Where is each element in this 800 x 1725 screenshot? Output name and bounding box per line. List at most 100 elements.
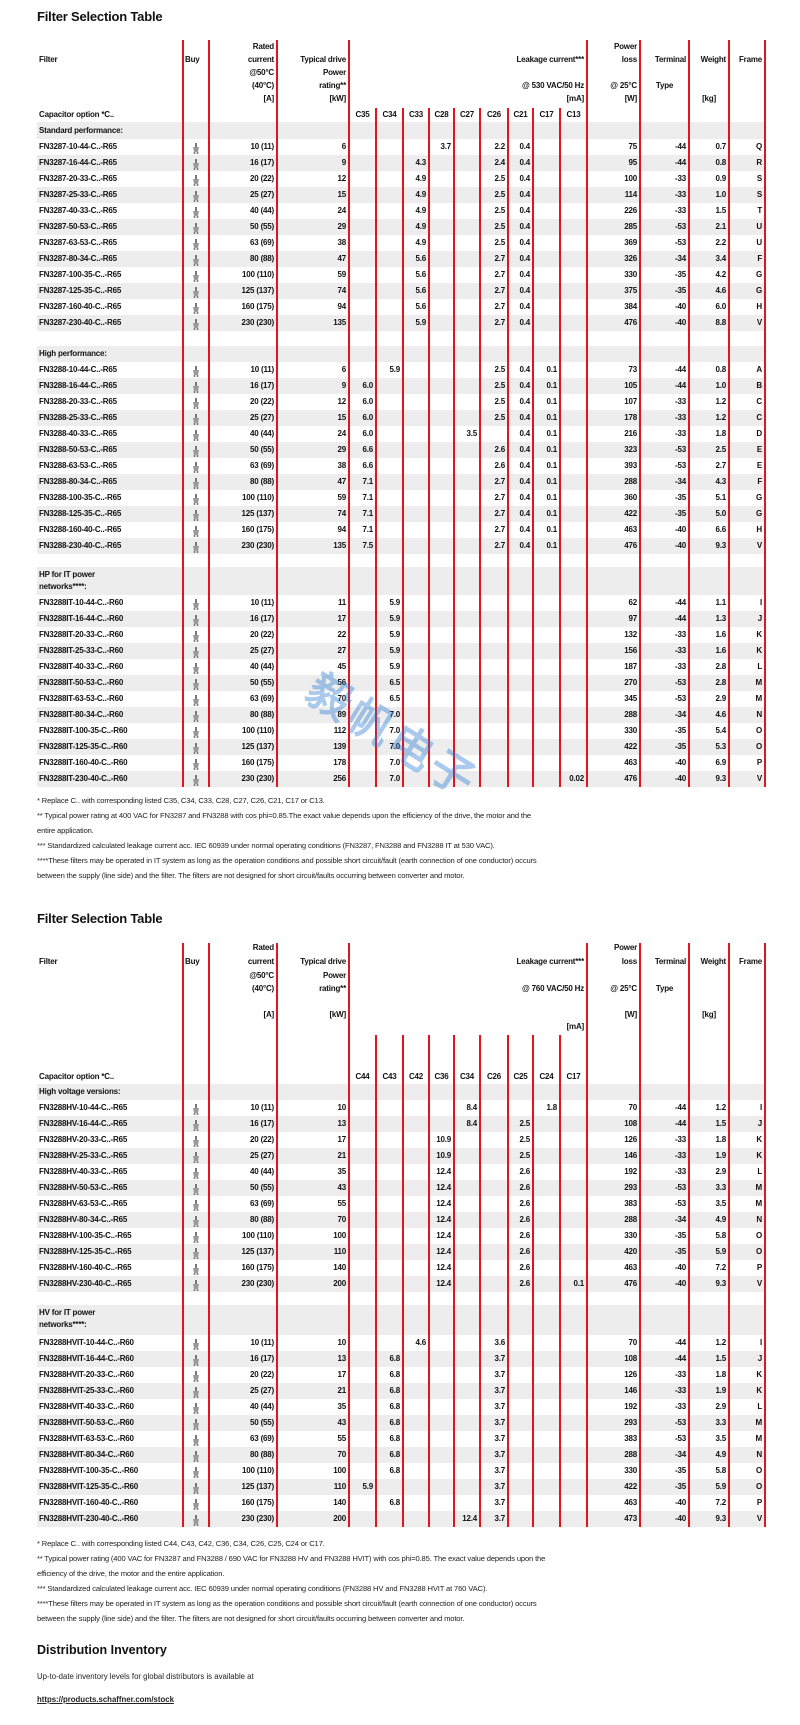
shopping-cart-icon[interactable] — [192, 237, 200, 250]
shopping-cart-icon[interactable] — [192, 725, 200, 738]
shopping-cart-icon[interactable] — [192, 1118, 200, 1131]
shopping-cart-icon[interactable] — [192, 1102, 200, 1115]
terminal-type: -33 — [675, 397, 686, 406]
row-shade — [37, 283, 765, 299]
terminal-type: -40 — [675, 541, 686, 550]
shopping-cart-icon[interactable] — [192, 1433, 200, 1446]
shopping-cart-icon[interactable] — [192, 1337, 200, 1350]
capacitor-column-header: C26 — [486, 1072, 502, 1081]
shopping-cart-icon[interactable] — [192, 460, 200, 473]
shopping-cart-icon[interactable] — [192, 1513, 200, 1526]
group-label: Standard performance: — [39, 125, 123, 135]
shopping-cart-icon[interactable] — [192, 693, 200, 706]
shopping-cart-icon[interactable] — [192, 157, 200, 170]
rated-current: 160 (175) — [241, 1498, 275, 1507]
shopping-cart-icon[interactable] — [192, 709, 200, 722]
shopping-cart-icon[interactable] — [192, 1497, 200, 1510]
leakage-current-value: 2.6 — [519, 1247, 530, 1256]
shopping-cart-icon[interactable] — [192, 173, 200, 186]
shopping-cart-icon[interactable] — [192, 396, 200, 409]
footnote: * Replace C.. with corresponding listed … — [37, 796, 325, 805]
footnote: *** Standardized calculated leakage curr… — [37, 1584, 488, 1593]
leakage-current-value: 2.6 — [519, 1167, 530, 1176]
shopping-cart-icon[interactable] — [192, 189, 200, 202]
shopping-cart-icon[interactable] — [192, 613, 200, 626]
shopping-cart-icon[interactable] — [192, 269, 200, 282]
shopping-cart-icon[interactable] — [192, 508, 200, 521]
terminal-type: -53 — [675, 222, 686, 231]
shopping-cart-icon[interactable] — [192, 285, 200, 298]
shopping-cart-icon[interactable] — [192, 1417, 200, 1430]
shopping-cart-icon[interactable] — [192, 301, 200, 314]
shopping-cart-icon[interactable] — [192, 524, 200, 537]
leakage-current-value: 4.9 — [415, 238, 426, 247]
shopping-cart-icon[interactable] — [192, 741, 200, 754]
shopping-cart-icon[interactable] — [192, 1278, 200, 1291]
filter-part-number: FN3288HV-160-40-C..-R65 — [39, 1263, 132, 1272]
shopping-cart-icon[interactable] — [192, 1246, 200, 1259]
frame: F — [757, 254, 762, 263]
column-divider — [375, 1035, 377, 1527]
filter-part-number: FN3288IT-10-44-C..-R60 — [39, 598, 124, 607]
stock-link[interactable]: https://products.schaffner.com/stock — [37, 1695, 174, 1704]
power-rating: 178 — [333, 758, 346, 767]
shopping-cart-icon[interactable] — [192, 757, 200, 770]
column-divider — [348, 943, 350, 1527]
shopping-cart-icon[interactable] — [192, 1369, 200, 1382]
shopping-cart-icon[interactable] — [192, 1449, 200, 1462]
rated-current: 50 (55) — [250, 1418, 274, 1427]
row-shade — [37, 1351, 765, 1367]
shopping-cart-icon[interactable] — [192, 677, 200, 690]
shopping-cart-icon[interactable] — [192, 1353, 200, 1366]
shopping-cart-icon[interactable] — [192, 476, 200, 489]
terminal-type: -35 — [675, 493, 686, 502]
shopping-cart-icon[interactable] — [192, 317, 200, 330]
frame: P — [756, 1263, 762, 1272]
shopping-cart-icon[interactable] — [192, 1198, 200, 1211]
shopping-cart-icon[interactable] — [192, 597, 200, 610]
shopping-cart-icon[interactable] — [192, 444, 200, 457]
shopping-cart-icon[interactable] — [192, 1134, 200, 1147]
shopping-cart-icon[interactable] — [192, 1465, 200, 1478]
filter-part-number: FN3288HV-80-34-C..-R65 — [39, 1215, 128, 1224]
shopping-cart-icon[interactable] — [192, 221, 200, 234]
footnote: ** Typical power rating (400 VAC for FN3… — [37, 1554, 546, 1563]
power-rating: 112 — [333, 726, 347, 735]
shopping-cart-icon[interactable] — [192, 1214, 200, 1227]
shopping-cart-icon[interactable] — [192, 1385, 200, 1398]
row-shade — [37, 251, 765, 267]
shopping-cart-icon[interactable] — [192, 1230, 200, 1243]
terminal-type: -35 — [675, 270, 686, 279]
rated-current: 40 (44) — [250, 429, 274, 438]
leakage-current-value: 10.9 — [436, 1151, 451, 1160]
shopping-cart-icon[interactable] — [192, 364, 200, 377]
shopping-cart-icon[interactable] — [192, 773, 200, 786]
terminal-type: -53 — [675, 445, 686, 454]
terminal-type: -34 — [675, 1450, 686, 1459]
frame: E — [756, 461, 762, 470]
shopping-cart-icon[interactable] — [192, 540, 200, 553]
weight: 2.1 — [715, 222, 726, 231]
shopping-cart-icon[interactable] — [192, 380, 200, 393]
shopping-cart-icon[interactable] — [192, 629, 200, 642]
frame: G — [755, 286, 762, 295]
shopping-cart-icon[interactable] — [192, 1150, 200, 1163]
shopping-cart-icon[interactable] — [192, 1401, 200, 1414]
shopping-cart-icon[interactable] — [192, 1481, 200, 1494]
shopping-cart-icon[interactable] — [192, 661, 200, 674]
shopping-cart-icon[interactable] — [192, 1182, 200, 1195]
shopping-cart-icon[interactable] — [192, 645, 200, 658]
frame: V — [756, 541, 762, 550]
rated-current: 10 (11) — [250, 142, 274, 151]
shopping-cart-icon[interactable] — [192, 492, 200, 505]
terminal-type: -53 — [675, 238, 686, 247]
shopping-cart-icon[interactable] — [192, 253, 200, 266]
leakage-current-value: 0.4 — [519, 413, 530, 422]
shopping-cart-icon[interactable] — [192, 1262, 200, 1275]
shopping-cart-icon[interactable] — [192, 205, 200, 218]
shopping-cart-icon[interactable] — [192, 428, 200, 441]
column-divider — [276, 40, 278, 787]
shopping-cart-icon[interactable] — [192, 412, 200, 425]
shopping-cart-icon[interactable] — [192, 1166, 200, 1179]
shopping-cart-icon[interactable] — [192, 141, 200, 154]
